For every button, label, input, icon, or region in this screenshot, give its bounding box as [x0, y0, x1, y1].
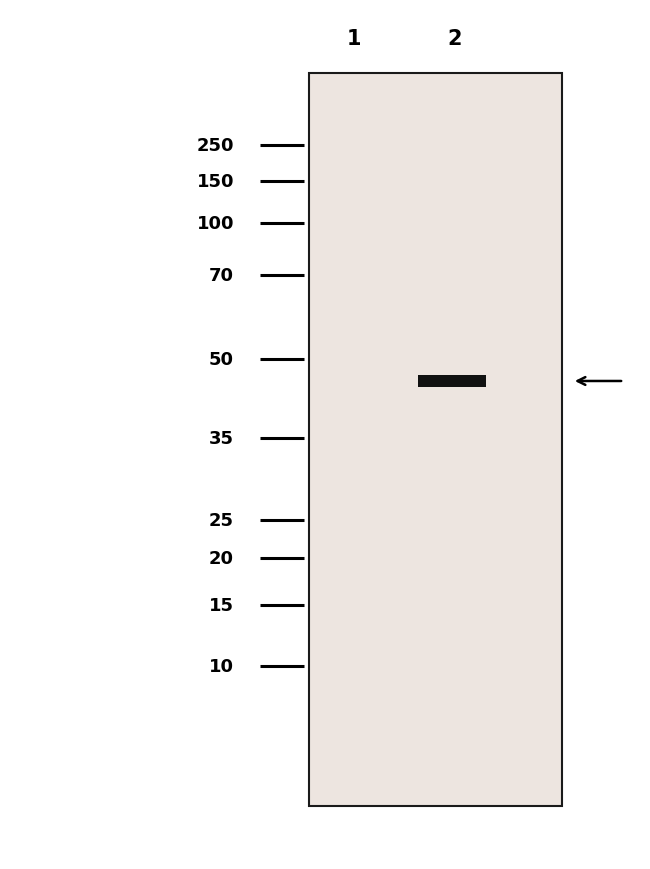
- Text: 1: 1: [347, 30, 361, 49]
- Text: 100: 100: [196, 215, 234, 233]
- Text: 10: 10: [209, 657, 234, 674]
- Text: 250: 250: [196, 136, 234, 155]
- Bar: [417, 375, 486, 388]
- Text: 50: 50: [209, 350, 234, 368]
- Text: 20: 20: [209, 550, 234, 567]
- Text: 15: 15: [209, 597, 234, 614]
- Text: 150: 150: [196, 173, 234, 191]
- Bar: [309, 74, 562, 806]
- Text: 2: 2: [448, 30, 462, 49]
- Text: 25: 25: [209, 512, 234, 530]
- Text: 35: 35: [209, 429, 234, 448]
- Text: 70: 70: [209, 266, 234, 284]
